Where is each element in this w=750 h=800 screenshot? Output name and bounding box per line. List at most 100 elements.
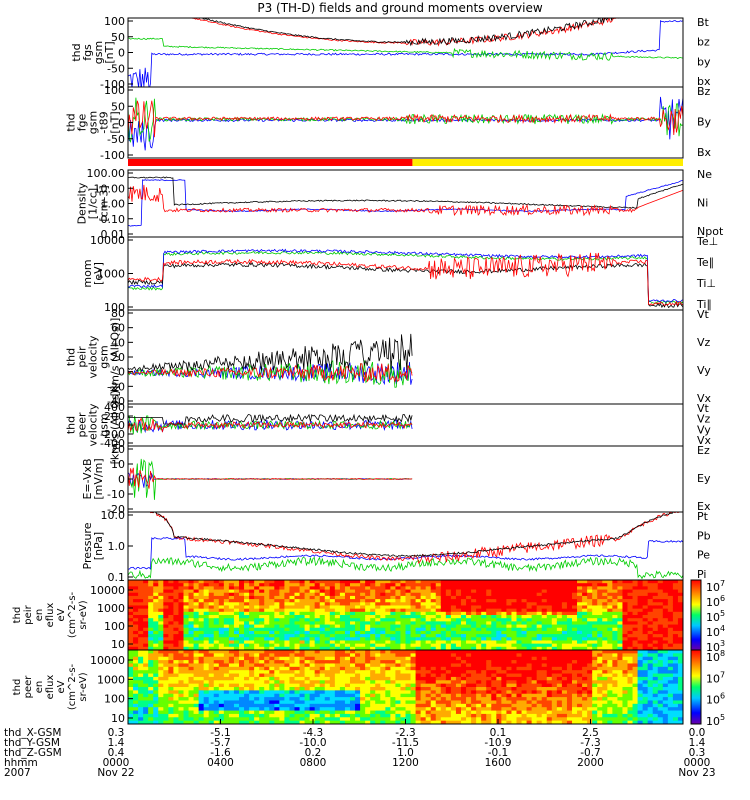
spec-cell <box>602 670 608 675</box>
spec-cell <box>637 676 644 681</box>
spec-cell <box>259 690 265 695</box>
spec-cell <box>430 670 437 675</box>
spec-cell <box>395 589 401 594</box>
spec-cell <box>274 640 280 645</box>
spec-cell <box>264 720 270 725</box>
spec-cell <box>395 640 401 645</box>
spec-cell <box>375 710 381 715</box>
spec-cell <box>128 720 134 725</box>
spec-cell <box>435 643 442 648</box>
spec-cell <box>551 592 558 597</box>
spec-cell <box>168 583 174 587</box>
spec-cell <box>198 630 205 635</box>
spec-cell <box>163 666 169 671</box>
spec-cell <box>501 618 507 622</box>
spec-cell <box>289 650 295 654</box>
spec-cell <box>501 690 507 695</box>
spec-cell <box>360 586 366 591</box>
spec-cell <box>244 663 250 668</box>
spec-cell <box>541 680 548 685</box>
spec-cell <box>647 663 654 668</box>
spec-cell <box>516 680 523 685</box>
spec-cell <box>476 618 482 622</box>
ytick-label-fgs: 0 <box>118 47 125 60</box>
spec-cell <box>592 673 598 678</box>
spec-cell <box>375 646 381 651</box>
spec-cell <box>193 624 200 629</box>
spec-cell <box>566 646 573 651</box>
spec-cell <box>405 630 412 635</box>
spec-cell <box>390 650 396 654</box>
spec-cell <box>455 583 462 587</box>
spec-cell <box>657 627 664 632</box>
spec-cell <box>269 618 275 622</box>
spec-cell <box>274 666 280 671</box>
spec-cell <box>652 643 659 648</box>
spec-cell <box>642 634 649 638</box>
spec-cell <box>279 710 285 715</box>
spec-cell <box>324 676 331 681</box>
spec-cell <box>324 717 331 722</box>
spec-cell <box>309 646 316 651</box>
spec-cell <box>173 589 179 594</box>
spec-cell <box>501 687 507 691</box>
spec-cell <box>622 618 628 622</box>
ytick-label-fgs: -50 <box>107 62 125 75</box>
spec-cell <box>395 687 401 691</box>
spec-cell <box>430 673 437 678</box>
spec-cell <box>476 595 482 600</box>
spec-cell <box>355 640 361 645</box>
spec-cell <box>632 605 639 610</box>
spec-cell <box>471 615 477 619</box>
ion_spec-colorbar <box>690 579 702 651</box>
spec-cell <box>254 595 260 600</box>
spec-cell <box>133 595 139 600</box>
spec-cell <box>461 680 467 685</box>
spec-cell <box>476 710 482 715</box>
spec-cell <box>395 586 401 591</box>
spec-cell <box>592 690 598 695</box>
spec-cell <box>440 640 447 645</box>
spec-cell <box>435 707 442 712</box>
spec-cell <box>319 707 326 712</box>
spec-cell <box>405 624 412 629</box>
spec-cell <box>299 690 306 695</box>
spec-cell <box>481 611 487 616</box>
spec-cell <box>228 707 235 712</box>
spec-cell <box>481 670 487 675</box>
spec-cell <box>551 630 558 635</box>
spec-cell <box>597 660 603 664</box>
spec-cell <box>577 624 583 629</box>
spec-cell <box>133 618 139 622</box>
spec-cell <box>304 630 311 635</box>
spec-cell <box>350 618 356 622</box>
spec-cell <box>506 656 512 661</box>
spec-cell <box>324 580 331 584</box>
spec-cell <box>582 683 588 688</box>
spec-cell <box>602 599 608 603</box>
spec-cell <box>430 624 437 629</box>
spec-cell <box>213 663 220 668</box>
spec-cell <box>521 683 528 688</box>
spec-cell <box>481 700 487 705</box>
spec-cell <box>249 683 255 688</box>
spec-cell <box>138 690 144 695</box>
spec-cell <box>380 670 386 675</box>
spec-cell <box>672 608 679 613</box>
spec-cell <box>223 621 230 626</box>
spec-cell <box>405 710 412 715</box>
spec-cell <box>450 656 457 661</box>
spec-cell <box>324 707 331 712</box>
spec-cell <box>572 624 578 629</box>
spec-cell <box>269 634 275 638</box>
spec-cell <box>304 707 311 712</box>
spec-cell <box>274 680 280 685</box>
spec-cell <box>319 687 326 691</box>
spec-cell <box>254 687 260 691</box>
spec-cell <box>158 608 164 613</box>
spec-cell <box>667 660 674 664</box>
spec-cell <box>375 713 381 718</box>
spec-cell <box>577 602 583 606</box>
spec-cell <box>466 621 472 626</box>
spec-cell <box>440 660 447 664</box>
